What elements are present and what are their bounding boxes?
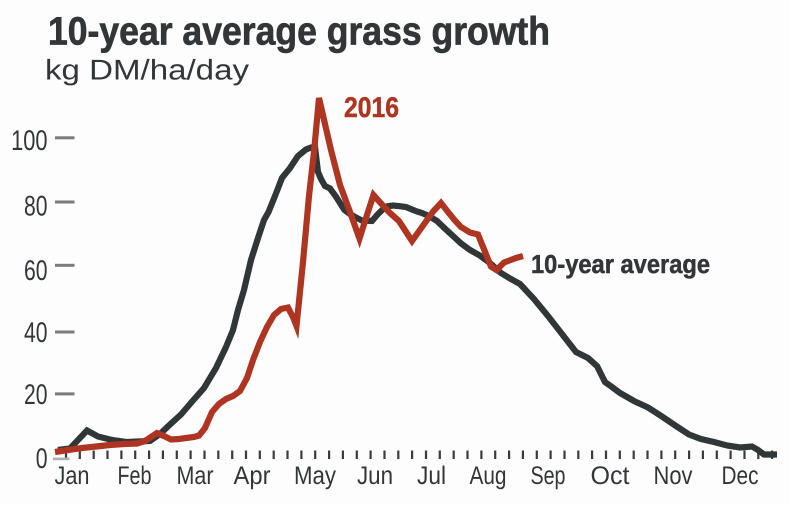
svg-text:100: 100 (11, 125, 47, 157)
svg-text:Sep: Sep (531, 462, 566, 490)
svg-text:40: 40 (24, 317, 48, 349)
svg-text:10-year average grass growth: 10-year average grass growth (48, 10, 550, 54)
svg-text:2016: 2016 (344, 92, 399, 124)
svg-text:Dec: Dec (722, 462, 759, 490)
svg-text:Aug: Aug (470, 462, 507, 490)
svg-text:Nov: Nov (654, 462, 693, 490)
svg-text:Jun: Jun (357, 462, 393, 490)
svg-text:60: 60 (24, 255, 48, 287)
svg-text:80: 80 (24, 190, 48, 222)
svg-text:May: May (294, 462, 336, 490)
svg-text:Oct: Oct (591, 462, 630, 490)
svg-text:Jul: Jul (417, 462, 446, 490)
svg-text:kg DM/ha/day: kg DM/ha/day (45, 55, 250, 87)
svg-text:10-year average: 10-year average (531, 249, 710, 279)
svg-text:Mar: Mar (177, 462, 214, 490)
svg-text:Jan: Jan (55, 462, 90, 490)
svg-text:Apr: Apr (234, 462, 271, 490)
svg-text:0: 0 (36, 443, 48, 475)
svg-text:Feb: Feb (118, 462, 152, 490)
svg-text:20: 20 (24, 379, 48, 411)
